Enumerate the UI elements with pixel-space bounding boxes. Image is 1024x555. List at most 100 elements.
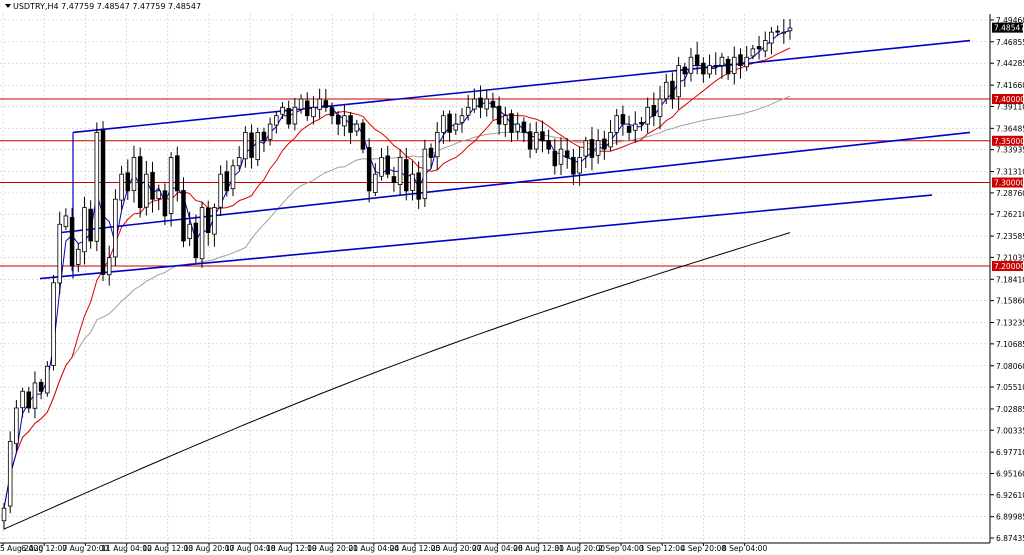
ma-mid-line — [3, 47, 791, 509]
candle — [175, 146, 180, 202]
candle — [441, 110, 446, 144]
candle — [82, 196, 87, 265]
ma-long-line — [3, 232, 791, 530]
horizontal-levels: 7.40000 7.35000 7.30000 7.20000 — [0, 94, 1024, 272]
level-label-box — [992, 261, 1023, 272]
candle — [360, 118, 366, 154]
candle — [1, 503, 7, 530]
trend-channel-line[interactable] — [39, 194, 933, 280]
candle — [527, 123, 533, 159]
price-tick-label: 7.02885 — [996, 405, 1024, 414]
price-tick-label: 7.39110 — [996, 102, 1024, 111]
candle — [453, 113, 459, 135]
candle — [602, 130, 607, 160]
price-tick-label: 7.41660 — [996, 81, 1024, 90]
candle — [416, 161, 421, 209]
candle — [595, 129, 601, 164]
candle — [193, 214, 199, 264]
candle — [261, 127, 267, 153]
price-tick-label: 7.10685 — [996, 340, 1024, 349]
price-tick-label: 7.36485 — [996, 124, 1024, 133]
price-tick-label: 7.00335 — [996, 426, 1024, 435]
price-axis: 7.49460 7.46855 7.44285 7.41660 7.39110 7.364… — [990, 16, 1024, 543]
candle — [725, 55, 731, 80]
price-tick-label: 7.31310 — [996, 168, 1024, 177]
candle — [614, 108, 619, 145]
price-tick-label: 6.89985 — [996, 513, 1024, 522]
candle — [131, 145, 137, 203]
candle — [478, 85, 483, 119]
candle — [280, 102, 285, 119]
candle — [69, 207, 75, 272]
candle — [701, 57, 706, 83]
candle — [354, 119, 360, 137]
candle — [490, 92, 496, 120]
candle — [292, 98, 298, 131]
candle — [756, 35, 762, 60]
candle — [657, 85, 663, 130]
menu-triangle-icon[interactable] — [5, 4, 11, 8]
time-tick-label: 2 Sep 04:00 — [598, 544, 644, 553]
candle — [707, 54, 712, 79]
candle — [106, 245, 112, 286]
price-tick-label: 6.95160 — [996, 469, 1024, 478]
price-tick-label: 6.97710 — [996, 448, 1024, 457]
candle — [26, 386, 32, 414]
candle — [713, 52, 718, 75]
time-tick-label: 5 Aug 2020 — [0, 544, 43, 553]
symbol-header: USDTRY,H4 7.47759 7.48547 7.47759 7.4854… — [13, 2, 201, 11]
candle — [373, 163, 378, 197]
candle — [769, 26, 774, 55]
candle — [205, 200, 211, 246]
candle — [694, 41, 700, 75]
candle — [63, 208, 69, 231]
candle — [719, 52, 725, 79]
price-tick-label: 7.21035 — [996, 253, 1024, 262]
candle — [212, 203, 217, 247]
level-label: 7.40000 — [994, 95, 1024, 104]
trend-channel-line[interactable] — [72, 39, 971, 134]
time-tick-label: 25 Aug 20:00 — [431, 544, 482, 553]
candle — [521, 117, 527, 143]
candle — [366, 138, 372, 203]
trend-channel-line[interactable] — [59, 131, 971, 234]
candle — [156, 184, 161, 211]
candle — [682, 62, 688, 87]
price-tick-label: 7.23585 — [996, 232, 1024, 241]
time-tick-label: 3 Sep 12:00 — [640, 544, 686, 553]
price-tick-label: 7.46855 — [996, 38, 1024, 47]
candle — [144, 160, 149, 216]
candle — [608, 120, 613, 151]
time-tick-label: 28 Aug 12:00 — [513, 544, 564, 553]
candle — [583, 136, 589, 168]
level-label-box — [992, 135, 1023, 146]
current-price-tag: 7.48547 — [992, 22, 1024, 33]
candle — [181, 177, 186, 248]
candle — [317, 88, 322, 119]
candle — [484, 89, 489, 117]
candle — [51, 274, 56, 371]
candle — [125, 159, 131, 201]
candle — [199, 201, 205, 268]
candle — [94, 122, 100, 252]
price-tick-label: 7.13235 — [996, 319, 1024, 328]
candle — [447, 110, 452, 142]
price-tick-label: 7.49460 — [996, 16, 1024, 25]
candlesticks — [1, 18, 793, 530]
candle — [472, 88, 477, 113]
candle — [651, 92, 657, 127]
candle — [589, 126, 595, 171]
trend-channels — [39, 39, 971, 280]
candle — [391, 166, 397, 192]
time-tick-label: 21 Aug 04:00 — [349, 544, 400, 553]
candle — [100, 121, 106, 281]
candle — [688, 47, 694, 82]
candle — [465, 94, 471, 121]
candle — [224, 160, 230, 197]
current-price-label: 7.48547 — [994, 24, 1024, 33]
candle — [7, 431, 13, 514]
price-tick-label: 7.44285 — [996, 59, 1024, 68]
